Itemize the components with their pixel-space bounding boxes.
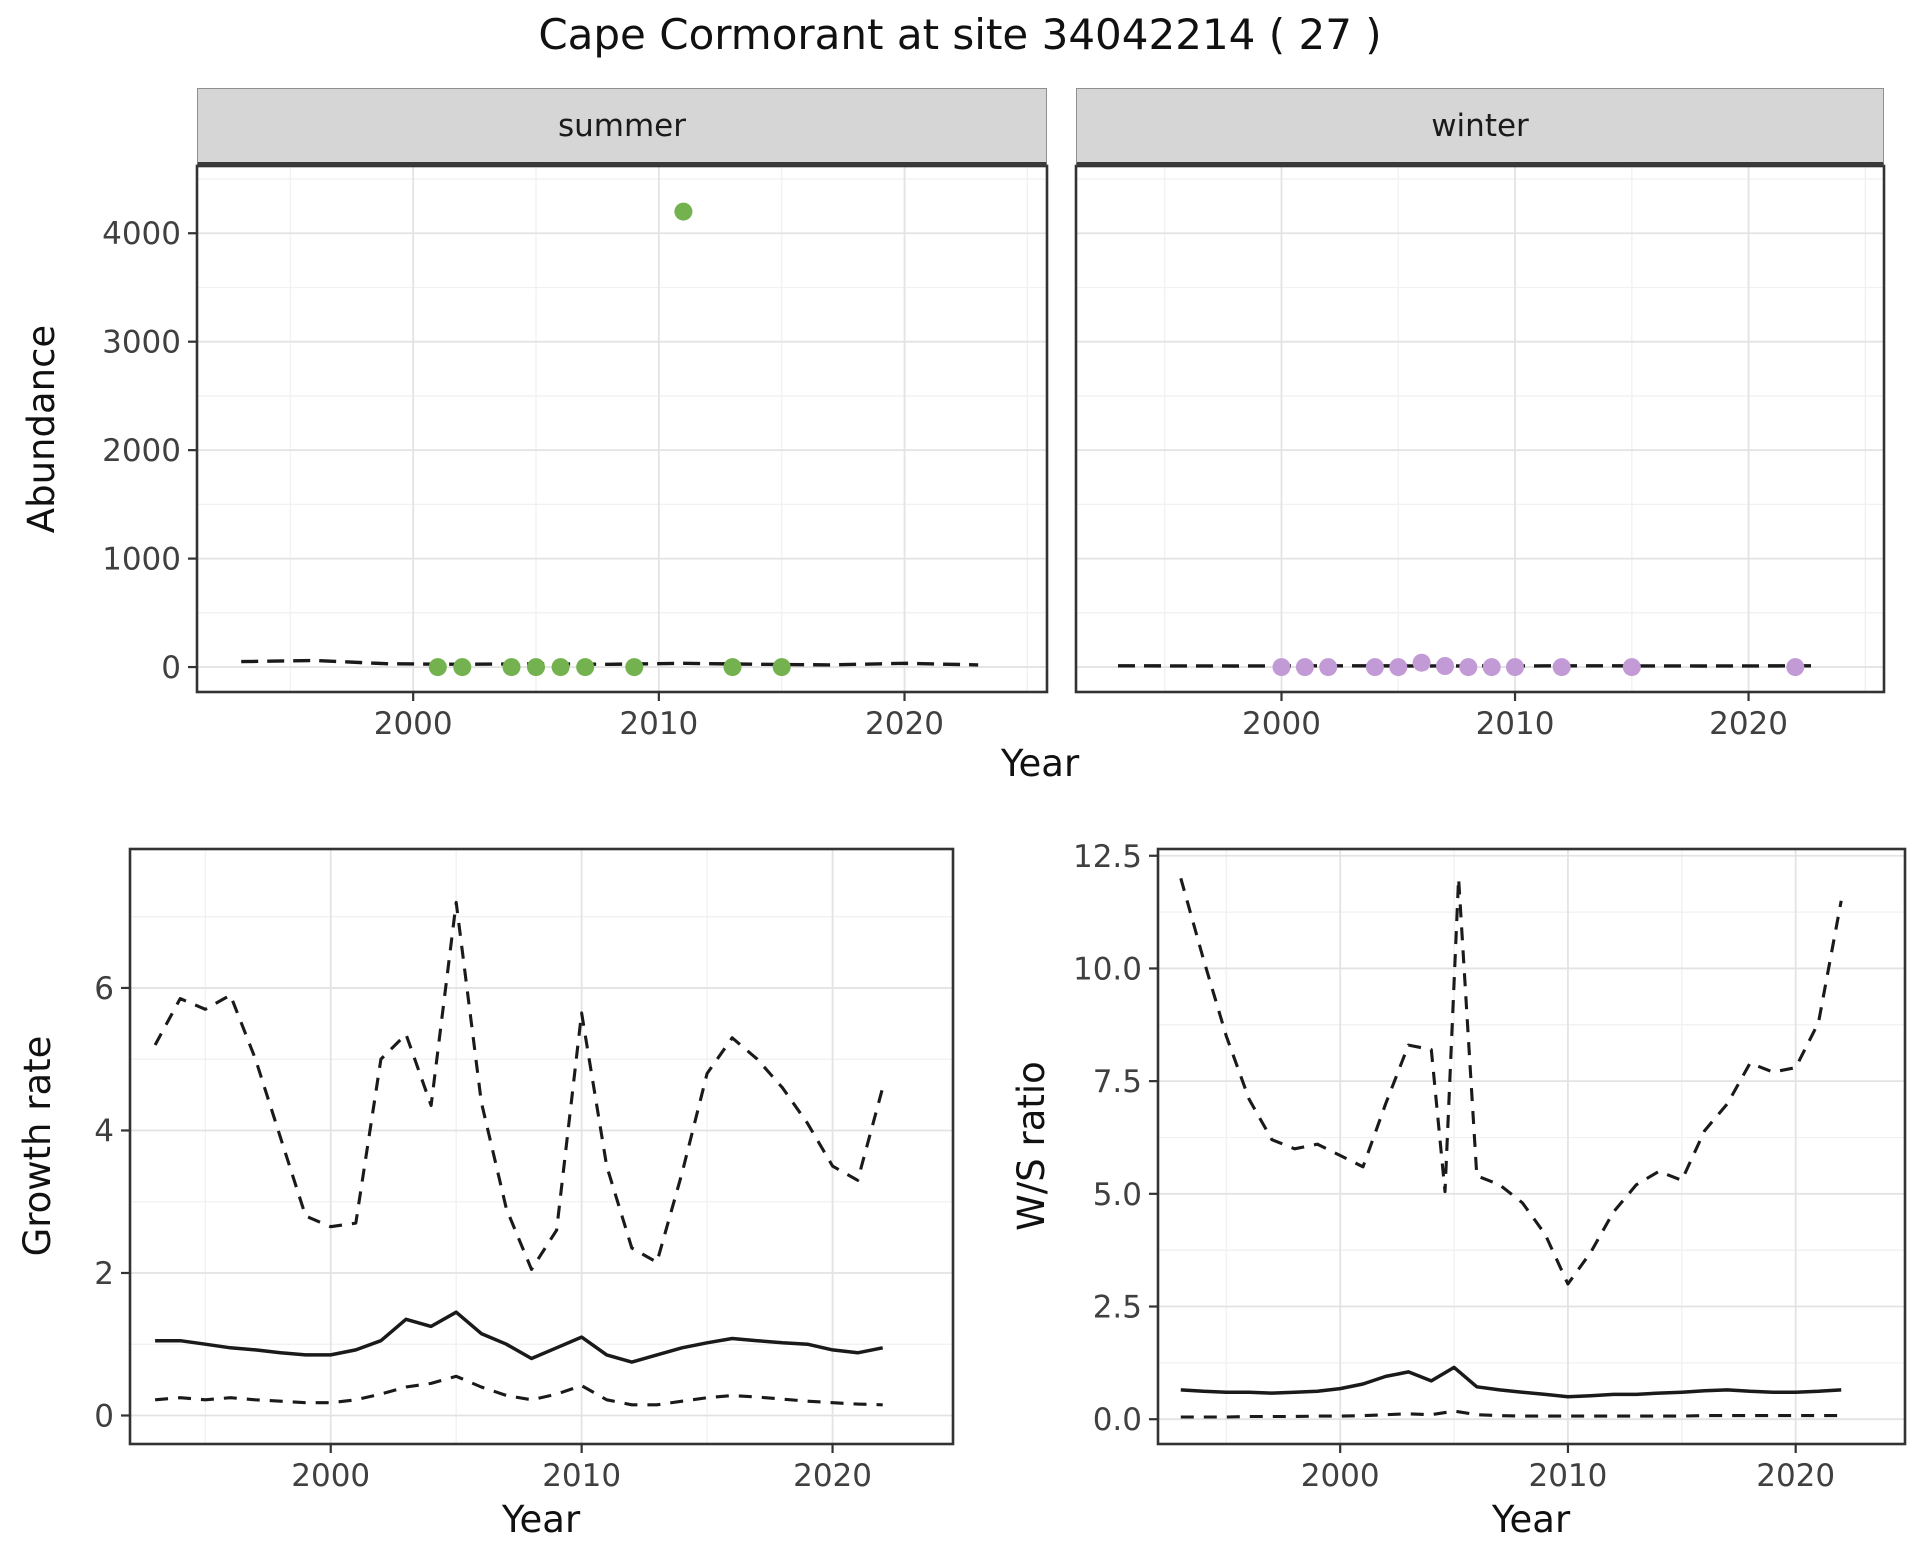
x-tick-label: 2010 — [1528, 1458, 1607, 1494]
x-axis-title-top: Year — [1000, 742, 1080, 785]
data-point — [1552, 658, 1571, 677]
data-point — [1272, 658, 1291, 677]
data-point — [453, 658, 472, 677]
series-median — [155, 1310, 884, 1364]
data-point — [576, 658, 595, 677]
panel-ws-ratio: 2000 2010 2020 0.0 2.5 5.0 7.5 10.0 12.5 — [1073, 839, 1907, 1494]
x-tick-label: 2020 — [865, 706, 944, 742]
x-tick-label: 2020 — [1756, 1458, 1835, 1494]
panel-growth-rate: 2000 2010 2020 0 2 4 6 — [94, 847, 955, 1494]
panel-border — [195, 164, 1049, 694]
y-tick-label: 5.0 — [1093, 1177, 1142, 1213]
data-point — [1786, 658, 1805, 677]
data-point — [551, 658, 570, 677]
data-point — [1319, 658, 1338, 677]
y-tick-label: 0 — [161, 650, 181, 686]
data-point — [428, 658, 447, 677]
x-tick-label: 2010 — [619, 706, 698, 742]
data-point — [527, 658, 545, 677]
x-tick-label: 2010 — [1476, 706, 1555, 742]
y-tick-label: 7.5 — [1093, 1064, 1142, 1100]
x-tick-label: 2010 — [542, 1458, 621, 1494]
y-axis-title-growth-rate: Growth rate — [16, 1035, 59, 1257]
plot-area — [153, 900, 885, 1407]
data-point — [772, 658, 791, 677]
series-upper_ci — [153, 900, 885, 1271]
x-axis-title-growth-rate: Year — [501, 1498, 581, 1541]
y-tick-label: 2000 — [102, 433, 181, 469]
data-point — [723, 658, 742, 677]
y-tick-label: 10.0 — [1073, 951, 1142, 987]
y-tick-label: 4 — [94, 1113, 114, 1149]
facet-label-winter: winter — [1431, 107, 1529, 144]
y-axis-title-ws-ratio: W/S ratio — [1010, 1061, 1053, 1231]
data-point — [1365, 658, 1384, 677]
y-tick-label: 6 — [94, 971, 114, 1007]
chart-title: Cape Cormorant at site 34042214 ( 27 ) — [538, 10, 1382, 59]
data-point — [674, 202, 693, 221]
panel-abundance-winter: 2000 2010 2020 — [1074, 164, 1886, 742]
data-point — [1295, 658, 1314, 677]
fit-line — [241, 658, 979, 667]
series-lower_ci — [154, 1374, 883, 1407]
y-tick-label: 12.5 — [1073, 839, 1142, 875]
facet-strip-winter: winter — [1076, 88, 1884, 166]
x-axis-title-ws-ratio: Year — [1491, 1498, 1571, 1541]
y-tick-label: 1000 — [102, 542, 181, 578]
y-tick-label: 0.0 — [1093, 1402, 1142, 1438]
panel-abundance-summer: 2000 2010 2020 0 1000 2000 3000 4000 — [102, 164, 1049, 742]
facet-label-summer: summer — [557, 107, 686, 144]
data-point — [1506, 658, 1524, 677]
panel-border — [1074, 164, 1886, 694]
data-point — [1459, 658, 1478, 677]
data-point — [1389, 658, 1408, 677]
y-axis-title-abundance: Abundance — [20, 324, 63, 534]
data-point — [1412, 653, 1431, 672]
y-tick-label: 4000 — [102, 216, 181, 252]
x-tick-label: 2020 — [793, 1458, 872, 1494]
x-tick-label: 2000 — [291, 1458, 370, 1494]
y-tick-label: 2 — [94, 1256, 114, 1292]
panel-border — [128, 847, 955, 1446]
data-point — [1436, 657, 1454, 675]
data-point — [1482, 658, 1501, 677]
data-point — [502, 658, 521, 677]
x-tick-label: 2000 — [1301, 1458, 1380, 1494]
y-tick-label: 3000 — [102, 325, 181, 361]
series-lower_ci — [1180, 1409, 1842, 1419]
y-tick-label: 2.5 — [1093, 1290, 1142, 1326]
plot-area — [241, 202, 979, 677]
x-tick-label: 2000 — [1242, 706, 1321, 742]
x-tick-label: 2020 — [1709, 706, 1788, 742]
panel-background — [1158, 849, 1905, 1444]
y-tick-label: 0 — [94, 1398, 114, 1434]
series-median — [1180, 1365, 1842, 1399]
data-point — [625, 658, 644, 677]
panel-border — [1156, 847, 1907, 1446]
series-upper_ci — [1179, 876, 1843, 1286]
data-point — [1622, 658, 1641, 677]
plot-area — [1117, 653, 1819, 677]
x-tick-label: 2000 — [374, 706, 453, 742]
plot-area — [1179, 876, 1843, 1419]
facet-strip-summer: summer — [197, 88, 1047, 166]
